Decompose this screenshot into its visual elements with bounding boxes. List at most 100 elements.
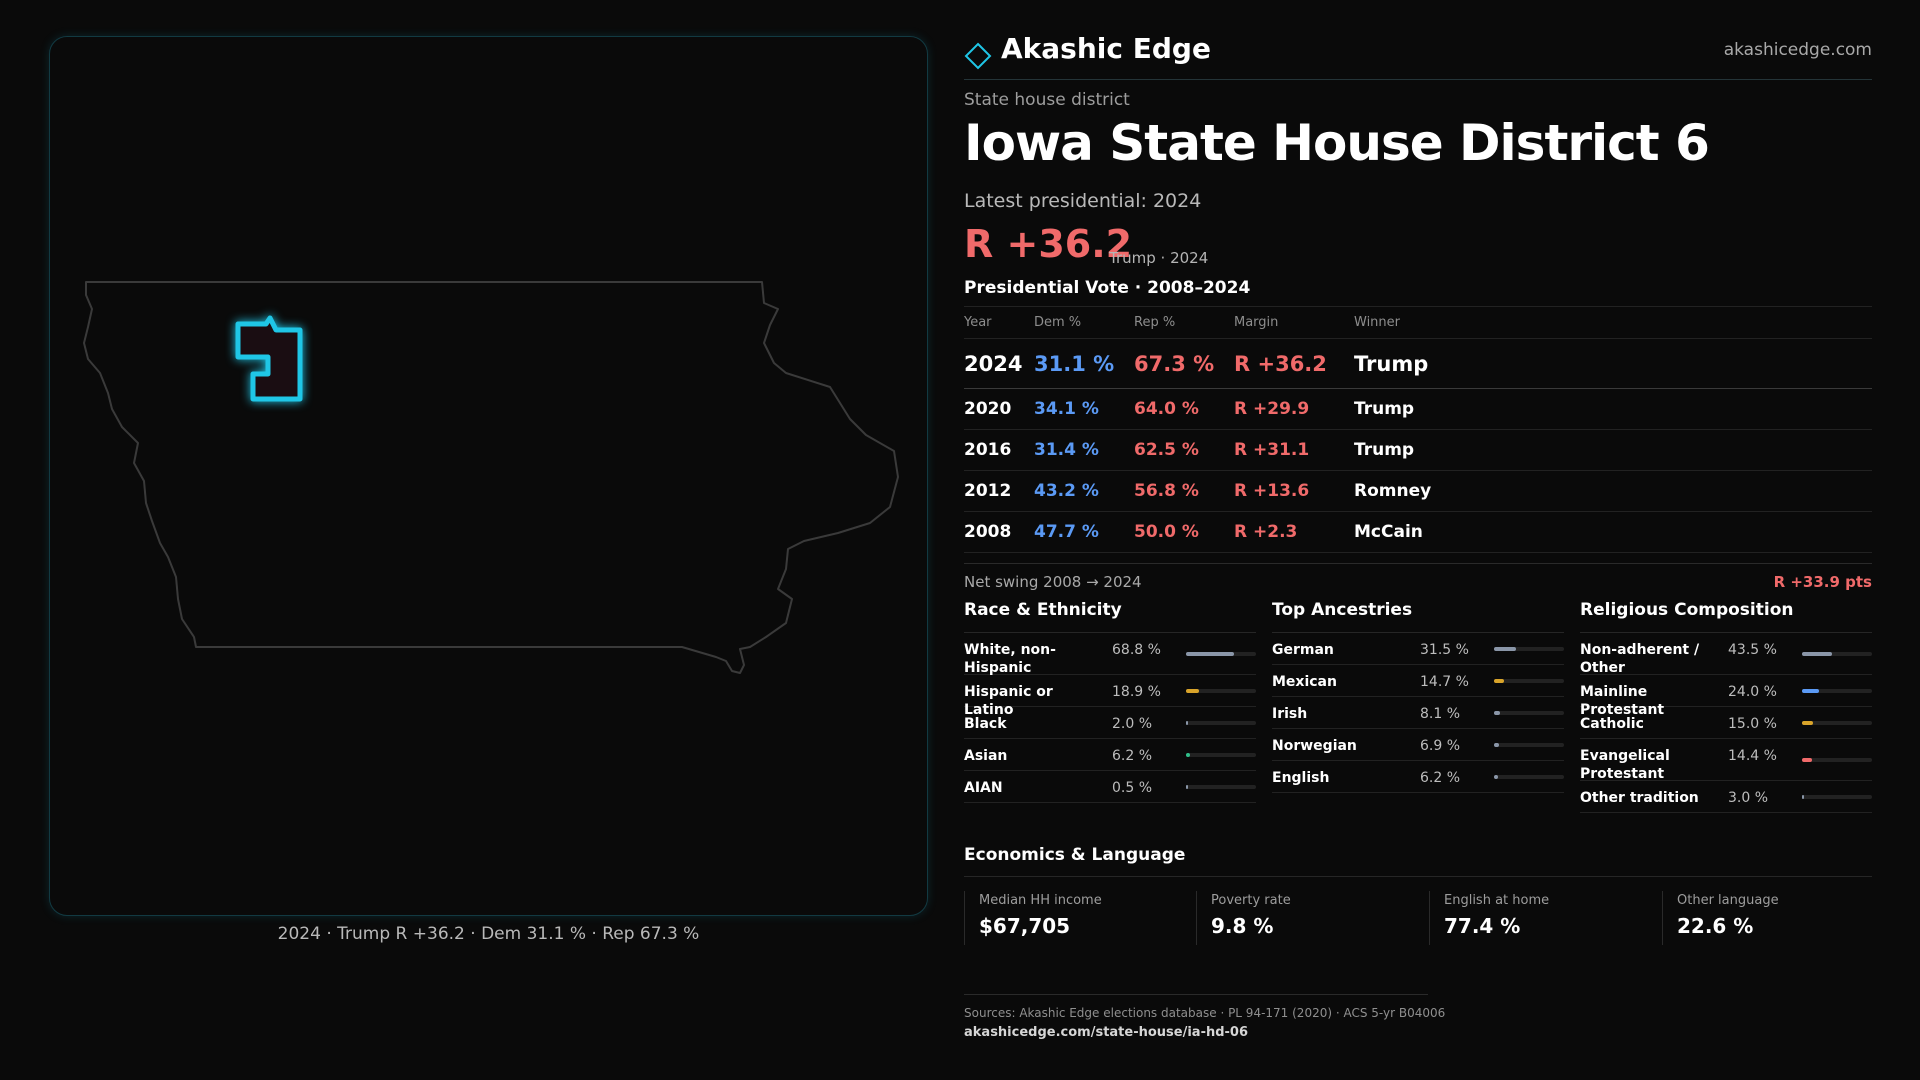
stat-label: Hispanic or Latino	[964, 684, 1053, 718]
stat-percent: 2.0 %	[1112, 716, 1153, 732]
religious-composition-section: Religious Composition Non-adherent / Oth…	[1580, 600, 1872, 813]
latest-presidential-label: Latest presidential: 2024	[964, 190, 1202, 212]
stat-list: Non-adherent / Other 43.5 % Mainline Prote…	[1580, 633, 1872, 813]
section-title: Top Ancestries	[1272, 600, 1564, 633]
stat-bar-track	[1186, 785, 1256, 789]
stat-bar-track	[1802, 721, 1872, 725]
stat-percent: 24.0 %	[1728, 684, 1777, 700]
econ-label: Median HH income	[979, 893, 1102, 908]
presidential-vote-table: Year Dem % Rep % Margin Winner 2024 31.1…	[964, 306, 1872, 553]
stat-bar-fill	[1186, 785, 1188, 789]
stat-bar-fill	[1494, 711, 1500, 715]
stat-list: German 31.5 % Mexican 14.7 % Irish 8.1 % Norwe…	[1272, 633, 1564, 793]
section-title: Race & Ethnicity	[964, 600, 1256, 633]
brand-header: Akashic Edge akashicedge.com	[964, 30, 1872, 80]
iowa-map	[83, 281, 899, 674]
stat-bar-fill	[1494, 775, 1499, 779]
stat-label: German	[1272, 642, 1334, 658]
brand-url-link[interactable]: akashicedge.com	[1723, 40, 1872, 60]
net-swing-label: Net swing 2008 → 2024	[964, 573, 1142, 591]
table-header-row: Year Dem % Rep % Margin Winner	[964, 306, 1872, 339]
stat-bar-track	[1494, 679, 1564, 683]
stat-bar-fill	[1802, 689, 1819, 693]
cell-year: 2020	[964, 388, 1034, 430]
stat-bar-fill	[1186, 689, 1200, 693]
cell-margin: R +2.3	[1234, 511, 1354, 553]
econ-value: 9.8 %	[1211, 914, 1274, 938]
econ-label: Other language	[1677, 893, 1779, 908]
stat-bar-track	[1186, 721, 1256, 725]
stat-bar-track	[1186, 753, 1256, 757]
stat-bar-track	[1186, 689, 1256, 693]
stat-row: German 31.5 %	[1272, 633, 1564, 665]
stat-bar-fill	[1802, 758, 1813, 762]
cell-dem: 47.7 %	[1034, 511, 1134, 553]
cell-winner: Trump	[1354, 388, 1872, 430]
cell-rep: 50.0 %	[1134, 511, 1234, 553]
stat-bar-fill	[1802, 652, 1833, 656]
cell-winner: Romney	[1354, 470, 1872, 512]
cell-dem: 31.1 %	[1034, 338, 1134, 389]
cell-winner: McCain	[1354, 511, 1872, 553]
econ-stat-poverty: Poverty rate 9.8 %	[1196, 891, 1414, 945]
econ-stat-other-language: Other language 22.6 %	[1662, 891, 1880, 945]
cell-rep: 62.5 %	[1134, 429, 1234, 471]
econ-label: English at home	[1444, 893, 1550, 908]
stat-bar-fill	[1186, 753, 1191, 757]
stat-row: Other tradition 3.0 %	[1580, 781, 1872, 813]
brand-name: Akashic Edge	[1001, 32, 1211, 65]
stat-row: Mainline Protestant 24.0 %	[1580, 675, 1872, 718]
cell-margin: R +36.2	[1234, 338, 1354, 389]
stat-row: Norwegian 6.9 %	[1272, 729, 1564, 761]
stat-bar-track	[1494, 775, 1564, 779]
stat-bar-track	[1802, 652, 1872, 656]
map-caption: 2024 · Trump R +36.2 · Dem 31.1 % · Rep …	[277, 924, 700, 944]
stat-bar-track	[1494, 711, 1564, 715]
stat-label: Catholic	[1580, 716, 1644, 732]
stat-bar-track	[1494, 647, 1564, 651]
col-header-year: Year	[964, 306, 1034, 339]
cell-margin: R +31.1	[1234, 429, 1354, 471]
headline-margin: R +36.2	[964, 222, 1133, 266]
iowa-state-outline	[83, 281, 899, 674]
stat-percent: 31.5 %	[1420, 642, 1469, 658]
stat-label: English	[1272, 770, 1330, 786]
cell-rep: 67.3 %	[1134, 338, 1234, 389]
cell-dem: 31.4 %	[1034, 429, 1134, 471]
cell-rep: 64.0 %	[1134, 388, 1234, 430]
race-ethnicity-section: Race & Ethnicity White, non-Hispanic 68.8…	[964, 600, 1256, 803]
stat-label: Non-adherent / Other	[1580, 642, 1700, 676]
table-row: 2024 31.1 % 67.3 % R +36.2 Trump	[964, 338, 1872, 389]
stat-row: Non-adherent / Other 43.5 %	[1580, 633, 1872, 676]
stat-bar-fill	[1802, 721, 1813, 725]
stat-percent: 43.5 %	[1728, 642, 1777, 658]
stat-row: Mexican 14.7 %	[1272, 665, 1564, 697]
footer-url-link[interactable]: akashicedge.com/state-house/ia-hd-06	[964, 1025, 1249, 1040]
econ-value: 22.6 %	[1677, 914, 1754, 938]
econ-label: Poverty rate	[1211, 893, 1291, 908]
table-row: 2020 34.1 % 64.0 % R +29.9 Trump	[964, 388, 1872, 430]
stat-list: White, non-Hispanic 68.8 % Hispanic or Lat…	[964, 633, 1256, 803]
stat-row: Catholic 15.0 %	[1580, 707, 1872, 739]
cell-margin: R +29.9	[1234, 388, 1354, 430]
economics-section-title: Economics & Language	[964, 845, 1872, 877]
stat-bar-track	[1186, 652, 1256, 656]
cell-margin: R +13.6	[1234, 470, 1354, 512]
footer-sources: Sources: Akashic Edge elections database…	[964, 1006, 1446, 1020]
stat-bar-track	[1802, 758, 1872, 762]
stat-percent: 18.9 %	[1112, 684, 1161, 700]
stat-bar-fill	[1494, 743, 1499, 747]
presidential-vote-title: Presidential Vote · 2008–2024	[964, 278, 1251, 298]
district-map-panel[interactable]	[49, 36, 928, 916]
stat-bar-track	[1494, 743, 1564, 747]
econ-stat-income: Median HH income $67,705	[964, 891, 1182, 945]
stat-bar-fill	[1186, 652, 1235, 656]
stat-label: Asian	[964, 748, 1008, 764]
table-row: 2016 31.4 % 62.5 % R +31.1 Trump	[964, 429, 1872, 471]
district-6-outline[interactable]	[235, 315, 303, 402]
footer-divider	[964, 994, 1428, 995]
stat-label: Irish	[1272, 706, 1308, 722]
stat-label: Black	[964, 716, 1007, 732]
stat-percent: 14.7 %	[1420, 674, 1469, 690]
stat-label: Other tradition	[1580, 790, 1699, 806]
